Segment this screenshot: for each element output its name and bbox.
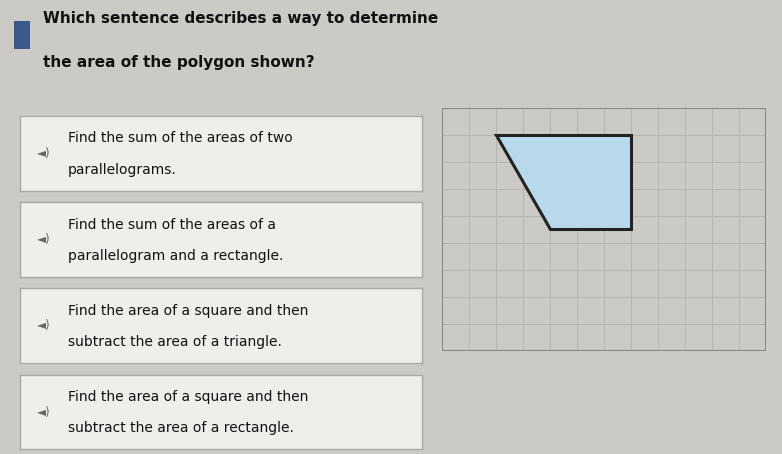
Text: Find the area of a square and then: Find the area of a square and then <box>68 304 308 318</box>
Text: Find the area of a square and then: Find the area of a square and then <box>68 390 308 404</box>
Text: the area of the polygon shown?: the area of the polygon shown? <box>43 55 314 70</box>
Text: subtract the area of a rectangle.: subtract the area of a rectangle. <box>68 421 294 435</box>
Polygon shape <box>496 135 631 229</box>
Text: parallelogram and a rectangle.: parallelogram and a rectangle. <box>68 249 283 263</box>
Text: parallelograms.: parallelograms. <box>68 163 177 177</box>
Text: Find the sum of the areas of a: Find the sum of the areas of a <box>68 217 276 232</box>
Text: Which sentence describes a way to determine: Which sentence describes a way to determ… <box>43 11 438 26</box>
Text: ◄): ◄) <box>37 147 51 160</box>
Text: ◄): ◄) <box>37 405 51 419</box>
Text: ◄): ◄) <box>37 319 51 332</box>
Text: ◄): ◄) <box>37 233 51 246</box>
Bar <box>14 20 30 49</box>
Text: Find the sum of the areas of two: Find the sum of the areas of two <box>68 131 292 145</box>
Text: subtract the area of a triangle.: subtract the area of a triangle. <box>68 335 282 349</box>
